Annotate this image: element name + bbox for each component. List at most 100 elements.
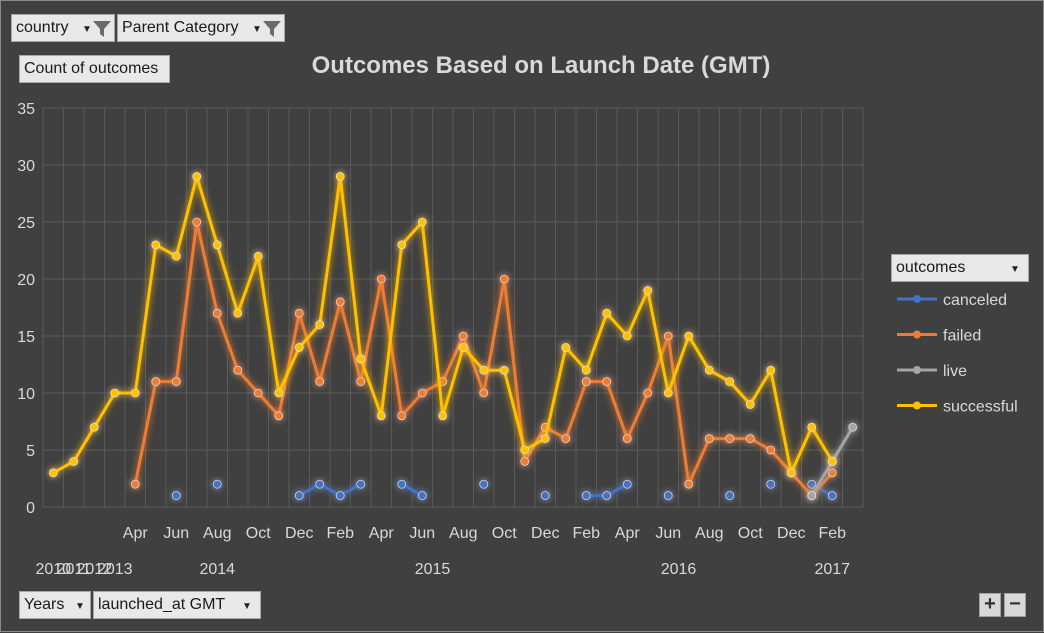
data-point-successful[interactable] — [294, 343, 304, 352]
data-point-canceled[interactable] — [294, 491, 304, 500]
data-point-failed[interactable] — [561, 434, 571, 443]
data-point-successful[interactable] — [499, 365, 509, 375]
data-point-successful[interactable] — [397, 240, 407, 250]
data-point-canceled[interactable] — [827, 491, 837, 500]
data-point-successful[interactable] — [89, 422, 99, 432]
data-point-failed[interactable] — [151, 377, 161, 386]
data-point-failed[interactable] — [356, 377, 366, 386]
data-point-successful[interactable] — [233, 308, 243, 318]
legend-entry-failed[interactable]: failed — [897, 328, 981, 345]
data-point-successful[interactable] — [151, 240, 161, 250]
data-point-successful[interactable] — [745, 400, 755, 409]
data-point-canceled[interactable] — [581, 491, 591, 500]
data-point-canceled[interactable] — [356, 479, 366, 489]
data-point-failed[interactable] — [171, 377, 181, 386]
outcomes-legend-field-button[interactable]: outcomes ▼ — [891, 254, 1029, 282]
data-point-canceled[interactable] — [725, 491, 735, 500]
years-axis-field-button[interactable]: Years ▼ — [19, 591, 91, 619]
data-point-failed[interactable] — [499, 274, 509, 284]
data-point-failed[interactable] — [212, 308, 222, 318]
data-point-successful[interactable] — [356, 354, 366, 364]
data-point-failed[interactable] — [766, 445, 776, 455]
data-point-successful[interactable] — [766, 365, 776, 375]
data-point-successful[interactable] — [663, 388, 673, 398]
parent-category-filter-button[interactable]: Parent Category ▼ — [117, 14, 285, 42]
data-point-canceled[interactable] — [171, 491, 181, 500]
data-point-failed[interactable] — [397, 411, 407, 421]
data-point-successful[interactable] — [786, 468, 796, 478]
data-point-successful[interactable] — [130, 388, 140, 398]
data-point-canceled[interactable] — [417, 491, 427, 500]
data-point-successful[interactable] — [643, 286, 653, 295]
data-point-successful[interactable] — [602, 308, 612, 318]
data-point-successful[interactable] — [684, 331, 694, 341]
legend-entry-live[interactable]: live — [897, 363, 967, 380]
data-point-failed[interactable] — [684, 479, 694, 489]
count-of-outcomes-value-button[interactable]: Count of outcomes — [19, 55, 170, 83]
data-point-successful[interactable] — [171, 251, 181, 261]
data-point-successful[interactable] — [704, 365, 714, 375]
data-point-successful[interactable] — [192, 172, 202, 181]
data-point-canceled[interactable] — [315, 479, 325, 489]
country-filter-button[interactable]: country ▼ — [11, 14, 115, 42]
data-point-successful[interactable] — [827, 457, 837, 466]
data-point-failed[interactable] — [376, 274, 386, 284]
data-point-failed[interactable] — [602, 377, 612, 386]
data-point-failed[interactable] — [315, 377, 325, 386]
data-point-successful[interactable] — [335, 172, 345, 181]
data-point-successful[interactable] — [253, 251, 263, 261]
data-point-successful[interactable] — [725, 377, 735, 386]
data-point-failed[interactable] — [622, 434, 632, 443]
zoom-in-button[interactable]: + — [979, 593, 1001, 617]
data-point-canceled[interactable] — [663, 491, 673, 500]
data-point-canceled[interactable] — [766, 479, 776, 489]
data-point-failed[interactable] — [663, 331, 673, 341]
data-point-failed[interactable] — [643, 388, 653, 398]
data-point-failed[interactable] — [581, 377, 591, 386]
data-point-failed[interactable] — [520, 457, 530, 466]
data-point-failed[interactable] — [274, 411, 284, 421]
data-point-successful[interactable] — [48, 468, 58, 478]
data-point-failed[interactable] — [417, 388, 427, 398]
data-point-successful[interactable] — [622, 331, 632, 341]
data-point-successful[interactable] — [479, 365, 489, 375]
data-point-failed[interactable] — [704, 434, 714, 443]
data-point-failed[interactable] — [130, 479, 140, 489]
data-point-successful[interactable] — [417, 217, 427, 227]
launched-at-axis-field-button[interactable]: launched_at GMT ▼ — [93, 591, 261, 619]
data-point-canceled[interactable] — [540, 491, 550, 500]
data-point-successful[interactable] — [315, 320, 325, 329]
data-point-failed[interactable] — [827, 468, 837, 478]
data-point-canceled[interactable] — [807, 479, 817, 489]
data-point-successful[interactable] — [212, 240, 222, 250]
data-point-failed[interactable] — [294, 308, 304, 318]
legend-entry-successful[interactable]: successful — [897, 399, 1018, 416]
data-point-canceled[interactable] — [212, 479, 222, 489]
data-point-canceled[interactable] — [479, 479, 489, 489]
data-point-live[interactable] — [807, 491, 817, 500]
data-point-successful[interactable] — [438, 411, 448, 421]
data-point-successful[interactable] — [807, 422, 817, 432]
data-point-failed[interactable] — [725, 434, 735, 443]
data-point-failed[interactable] — [253, 388, 263, 398]
data-point-successful[interactable] — [540, 434, 550, 443]
data-point-live[interactable] — [848, 422, 858, 432]
data-point-successful[interactable] — [376, 411, 386, 421]
data-point-canceled[interactable] — [622, 479, 632, 489]
data-point-failed[interactable] — [335, 297, 345, 307]
data-point-successful[interactable] — [520, 445, 530, 455]
data-point-failed[interactable] — [233, 365, 243, 375]
zoom-out-button[interactable]: − — [1004, 593, 1026, 617]
data-point-failed[interactable] — [458, 331, 468, 341]
legend-entry-canceled[interactable]: canceled — [897, 292, 1007, 309]
data-point-successful[interactable] — [69, 457, 79, 466]
data-point-successful[interactable] — [458, 343, 468, 352]
data-point-successful[interactable] — [581, 365, 591, 375]
data-point-failed[interactable] — [745, 434, 755, 443]
data-point-canceled[interactable] — [335, 491, 345, 500]
data-point-canceled[interactable] — [397, 479, 407, 489]
data-point-failed[interactable] — [479, 388, 489, 398]
data-point-successful[interactable] — [561, 343, 571, 352]
data-point-successful[interactable] — [110, 388, 120, 398]
data-point-failed[interactable] — [192, 217, 202, 227]
